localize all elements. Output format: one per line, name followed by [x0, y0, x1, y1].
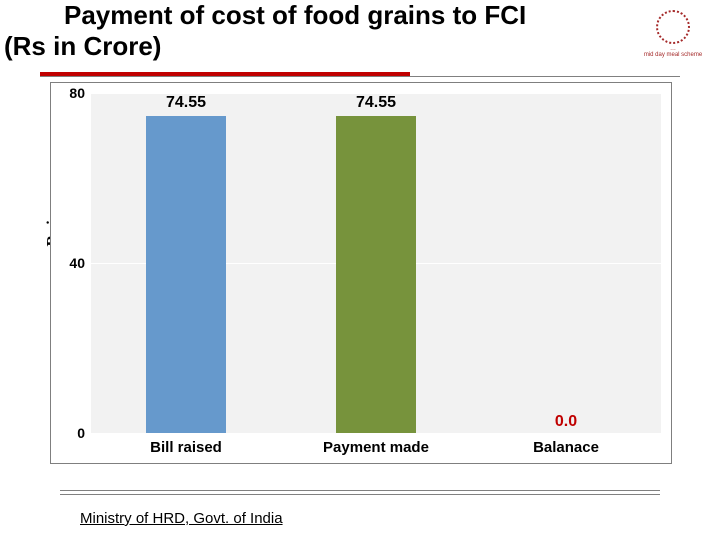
bar-value-label: 74.55 — [356, 94, 396, 112]
x-tick-label: Balanace — [533, 439, 599, 456]
footer-text: Ministry of HRD, Govt. of India — [80, 510, 283, 527]
footer-rule-bottom — [60, 494, 660, 495]
thin-rule — [40, 76, 680, 77]
bar-value-label: 0.0 — [555, 413, 577, 431]
y-tick-label: 40 — [69, 255, 85, 271]
y-tick-label: 0 — [77, 425, 85, 441]
logo-icon — [656, 10, 690, 44]
title-line-2: (Rs in Crore) — [4, 31, 584, 62]
bar-value-label: 74.55 — [166, 94, 206, 112]
chart-area: 0 40 80 74.55 Bill raised 74.55 Payment made 0.… — [50, 82, 672, 464]
title-line-1: Payment of cost of food grains to FCI — [4, 0, 584, 31]
bar-bill-raised: 74.55 — [146, 116, 226, 433]
x-tick-label: Bill raised — [150, 439, 222, 456]
plot-region: 0408074.55Bill raised74.55Payment made0.… — [91, 93, 661, 433]
x-tick-label: Payment made — [323, 439, 429, 456]
slide: Payment of cost of food grains to FCI (R… — [0, 0, 720, 540]
gridline — [91, 433, 661, 434]
y-tick-label: 80 — [69, 85, 85, 101]
title-block: Payment of cost of food grains to FCI (R… — [0, 0, 588, 62]
scheme-logo: … mid day meal scheme — [638, 4, 708, 64]
logo-caption-2: mid day meal scheme — [644, 52, 702, 58]
bar-payment-made: 74.55 — [336, 116, 416, 433]
footer-rule-top — [60, 490, 660, 491]
